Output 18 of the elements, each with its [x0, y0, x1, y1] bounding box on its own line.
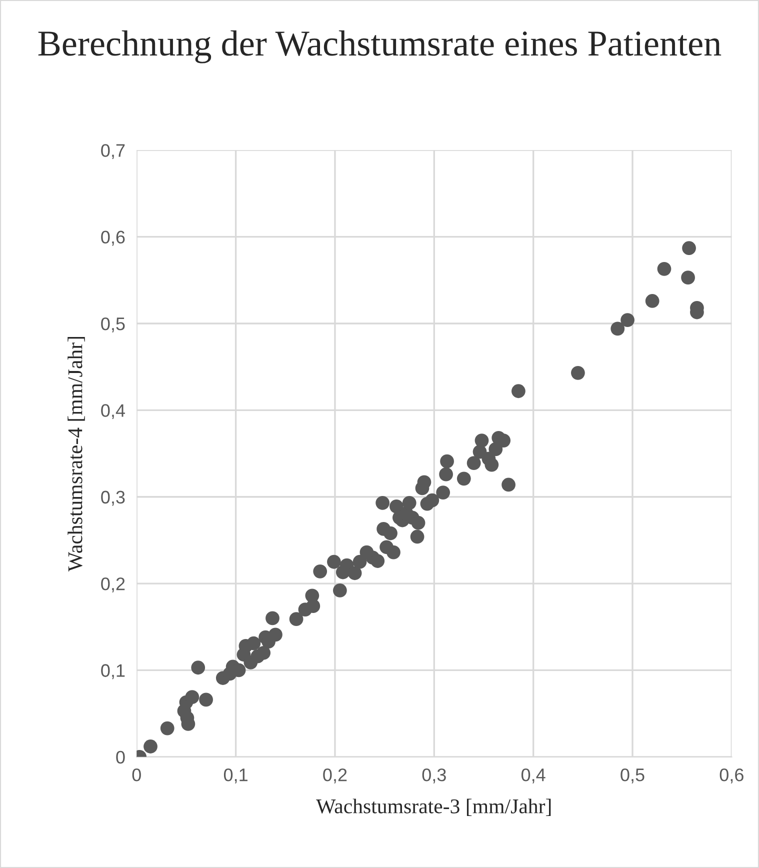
y-tick-label: 0,3 — [101, 490, 125, 506]
y-tick-label: 0,4 — [101, 404, 125, 420]
x-tick-label: 0,2 — [323, 768, 347, 784]
y-axis-title: Wachstumsrate-4 [mm/Jahr] — [68, 337, 85, 572]
y-tick-label: 0,5 — [101, 317, 125, 332]
x-tick-label: 0,6 — [720, 768, 744, 784]
y-tick-label: 0,6 — [101, 230, 125, 246]
x-tick-label: 0,3 — [422, 768, 446, 784]
chart-title: Berechnung der Wachstumsrate eines Patienten — [38, 30, 722, 64]
x-tick-label: 0 — [132, 768, 141, 782]
y-tick-label: 0,7 — [101, 144, 125, 160]
x-tick-label: 0,5 — [620, 768, 644, 784]
x-tick-label: 0,1 — [224, 768, 248, 784]
x-axis-title: Wachstumsrate-3 [mm/Jahr] — [316, 798, 551, 816]
y-tick-label: 0 — [116, 750, 125, 764]
x-tick-label: 0,4 — [521, 768, 546, 784]
y-tick-label: 0,1 — [101, 664, 125, 680]
y-tick-label: 0,2 — [101, 577, 125, 592]
